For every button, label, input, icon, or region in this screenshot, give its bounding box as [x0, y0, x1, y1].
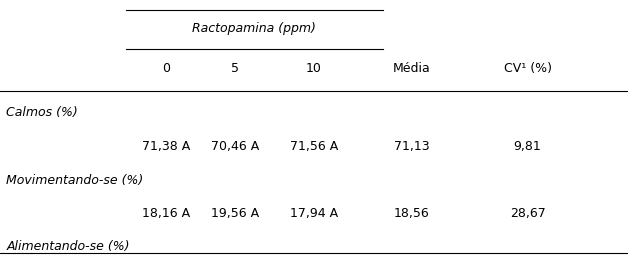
Text: Alimentando-se (%): Alimentando-se (%) — [6, 240, 130, 253]
Text: 0: 0 — [163, 62, 170, 75]
Text: 71,56 A: 71,56 A — [290, 140, 338, 153]
Text: 19,56 A: 19,56 A — [212, 207, 259, 220]
Text: 28,67: 28,67 — [510, 207, 545, 220]
Text: 71,38 A: 71,38 A — [143, 140, 190, 153]
Text: Calmos (%): Calmos (%) — [6, 106, 78, 119]
Text: Movimentando-se (%): Movimentando-se (%) — [6, 174, 144, 186]
Text: Ractopamina (ppm): Ractopamina (ppm) — [192, 22, 317, 35]
Text: 5: 5 — [232, 62, 239, 75]
Text: 71,13: 71,13 — [394, 140, 429, 153]
Text: 17,94 A: 17,94 A — [290, 207, 338, 220]
Text: 18,56: 18,56 — [394, 207, 429, 220]
Text: 70,46 A: 70,46 A — [212, 140, 259, 153]
Text: CV¹ (%): CV¹ (%) — [504, 62, 551, 75]
Text: 18,16 A: 18,16 A — [143, 207, 190, 220]
Text: Média: Média — [392, 62, 430, 75]
Text: 10: 10 — [306, 62, 322, 75]
Text: 9,81: 9,81 — [514, 140, 541, 153]
